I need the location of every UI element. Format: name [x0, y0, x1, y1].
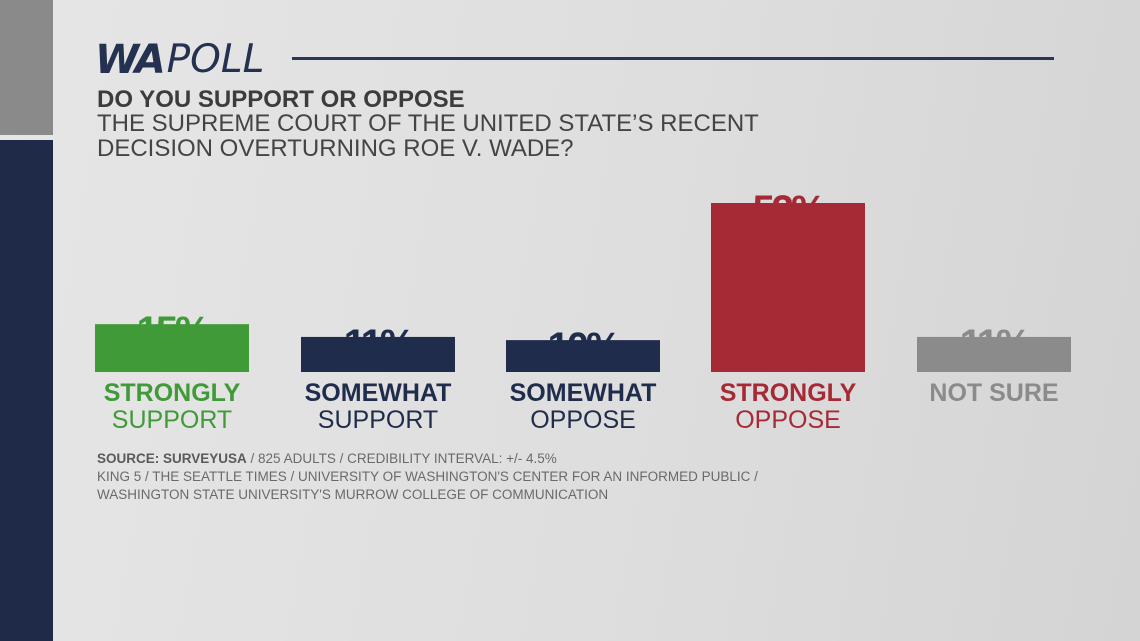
logo-poll: POLL — [166, 37, 265, 82]
logo-wa: WA — [95, 37, 166, 83]
decorative-navy-strip — [0, 140, 53, 641]
decorative-gray-strip — [0, 0, 53, 135]
bar-value-label: 11% — [960, 322, 1031, 366]
bar — [506, 340, 660, 372]
bar — [95, 324, 249, 372]
category-label: SUPPORT — [112, 406, 232, 434]
bar-value-label: 53% — [752, 188, 825, 232]
question-line-3: DECISION OVERTURNING ROE V. WADE? — [97, 135, 574, 162]
source-note: SOURCE: SURVEYUSA / 825 ADULTS / CREDIBI… — [97, 450, 758, 504]
category-label: STRONGLY — [720, 379, 857, 407]
wa-poll-logo: WA POLL — [95, 37, 265, 83]
category-label: STRONGLY — [104, 379, 241, 407]
category-label: SUPPORT — [318, 406, 438, 434]
category-label: NOT SURE — [929, 379, 1058, 407]
source-line-2: KING 5 / THE SEATTLE TIMES / UNIVERSITY … — [97, 469, 758, 484]
bar-value-label: 11% — [344, 322, 415, 366]
category-label: SOMEWHAT — [510, 379, 657, 407]
bar — [301, 336, 455, 372]
source-label: SOURCE: SURVEYUSA — [97, 451, 247, 466]
category-label: SOMEWHAT — [305, 379, 452, 407]
question-line-2: THE SUPREME COURT OF THE UNITED STATE’S … — [97, 110, 759, 137]
source-details: / 825 ADULTS / CREDIBILITY INTERVAL: +/-… — [246, 451, 557, 466]
bar-group: 11% NOT SURE — [917, 322, 1071, 407]
bar — [711, 203, 865, 372]
source-line-1: SOURCE: SURVEYUSA / 825 ADULTS / CREDIBI… — [97, 450, 758, 468]
category-label: OPPOSE — [530, 406, 636, 434]
bar-value-label: 15% — [136, 309, 209, 353]
question-line-1: DO YOU SUPPORT OR OPPOSE — [97, 86, 465, 113]
logo-rule — [292, 57, 1054, 60]
category-label: OPPOSE — [735, 406, 841, 434]
bar — [917, 336, 1071, 372]
bar-value-label: 10% — [547, 325, 620, 369]
source-line-3: WASHINGTON STATE UNIVERSITY'S MURROW COL… — [97, 487, 609, 502]
